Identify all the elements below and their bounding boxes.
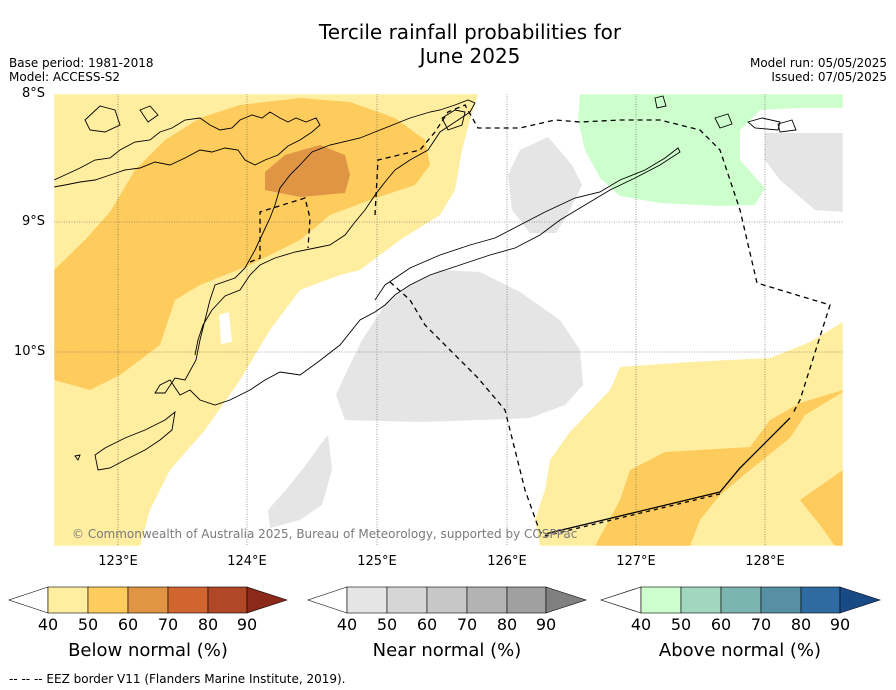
model-run: Model run: 05/05/2025 xyxy=(749,56,887,70)
island-small-1 xyxy=(654,95,667,109)
lon-label-124e: 124°E xyxy=(227,554,267,569)
near-normal-region-north xyxy=(508,137,582,233)
above-tick-50: 50 xyxy=(670,615,692,634)
lon-label-123e: 123°E xyxy=(98,554,138,569)
below-arrow-max xyxy=(246,586,288,614)
below-normal-60-region-southeast-corner xyxy=(800,470,843,546)
above-tick-70: 70 xyxy=(750,615,772,634)
map-title: Tercile rainfall probabilities for June … xyxy=(0,20,896,68)
above-tick-40: 40 xyxy=(630,615,652,634)
title-line-2: June 2025 xyxy=(419,44,521,68)
lon-label-126e: 126°E xyxy=(487,554,527,569)
lat-label-9s: 9°S xyxy=(22,214,46,229)
below-tick-80: 80 xyxy=(197,615,219,634)
above-tick-90: 90 xyxy=(829,615,851,634)
below-tick-70: 70 xyxy=(157,615,179,634)
map-frame xyxy=(53,93,844,547)
copyright-notice: © Commonwealth of Australia 2025, Bureau… xyxy=(72,527,578,541)
below-swatch-50 xyxy=(47,586,89,614)
colorbar-title-above: Above normal (%) xyxy=(658,640,822,661)
near-arrow-min xyxy=(307,586,348,614)
above-arrow-max xyxy=(839,586,881,614)
lat-label-8s: 8°S xyxy=(22,86,46,101)
below-tick-40: 40 xyxy=(37,615,59,634)
island-small-4 xyxy=(777,119,797,133)
probability-fields xyxy=(54,94,843,546)
coastlines xyxy=(54,95,797,471)
below-swatch-90 xyxy=(207,586,248,614)
near-normal-region-east xyxy=(765,133,843,212)
colorbar-near-normal xyxy=(307,586,587,614)
island-small-2 xyxy=(714,113,733,129)
solid-border-dash-overlay xyxy=(544,493,721,537)
meta-left: Base period: 1981-2018 Model: ACCESS-S2 xyxy=(9,56,154,84)
below-normal-70-region-core xyxy=(265,145,350,197)
above-tick-80: 80 xyxy=(790,615,812,634)
lon-label-128e: 128°E xyxy=(745,554,785,569)
near-normal-region-south xyxy=(268,435,332,528)
above-normal-50-region xyxy=(578,94,843,206)
near-tick-70: 70 xyxy=(456,615,478,634)
above-swatch-90 xyxy=(800,586,841,614)
near-tick-90: 90 xyxy=(535,615,557,634)
colorbar-below-normal xyxy=(8,586,288,614)
below-swatch-70 xyxy=(127,586,169,614)
below-tick-90: 90 xyxy=(236,615,258,634)
issued-date: Issued: 07/05/2025 xyxy=(771,70,887,84)
colorbar-title-near: Near normal (%) xyxy=(372,640,522,661)
eez-border-note: -- -- -- EEZ border V11 (Flanders Marine… xyxy=(9,672,346,686)
above-swatch-70 xyxy=(720,586,762,614)
gridlines xyxy=(54,94,843,546)
no-dominant-hole xyxy=(219,312,232,344)
colorbar-above-normal xyxy=(600,586,881,614)
flores-coastline xyxy=(54,111,321,188)
near-swatch-60 xyxy=(386,586,428,614)
near-arrow-max xyxy=(545,586,587,614)
lat-label-10s: 10°S xyxy=(14,344,46,359)
above-arrow-min xyxy=(600,586,642,614)
near-tick-40: 40 xyxy=(336,615,358,634)
island-pantar xyxy=(139,105,159,123)
island-small-3 xyxy=(747,117,781,131)
colorbars xyxy=(8,586,881,614)
near-swatch-90 xyxy=(506,586,547,614)
meta-right: Model run: 05/05/2025 Issued: 07/05/2025 xyxy=(750,56,887,84)
below-normal-50-region-southeast xyxy=(535,322,843,546)
near-swatch-70 xyxy=(426,586,468,614)
near-tick-60: 60 xyxy=(416,615,438,634)
near-swatch-50 xyxy=(346,586,388,614)
above-tick-60: 60 xyxy=(710,615,732,634)
near-swatch-80 xyxy=(466,586,508,614)
title-line-1: Tercile rainfall probabilities for xyxy=(318,20,622,44)
lon-label-125e: 125°E xyxy=(357,554,397,569)
colorbar-title-below: Below normal (%) xyxy=(68,640,228,661)
lon-label-127e: 127°E xyxy=(616,554,656,569)
near-normal-region-central xyxy=(336,270,583,422)
timor-coastline xyxy=(154,99,681,406)
solid-border xyxy=(544,417,791,535)
below-swatch-80 xyxy=(167,586,209,614)
above-swatch-80 xyxy=(760,586,802,614)
eez-borders xyxy=(249,104,831,537)
near-tick-80: 80 xyxy=(496,615,518,634)
above-swatch-60 xyxy=(680,586,722,614)
island-wetar xyxy=(441,109,466,131)
below-tick-50: 50 xyxy=(77,615,99,634)
model-name: Model: ACCESS-S2 xyxy=(9,70,121,84)
base-period: Base period: 1981-2018 xyxy=(9,56,154,70)
below-arrow-min xyxy=(8,586,49,614)
below-tick-60: 60 xyxy=(117,615,139,634)
near-tick-50: 50 xyxy=(376,615,398,634)
island-savu xyxy=(74,454,81,461)
below-swatch-60 xyxy=(87,586,129,614)
above-swatch-50 xyxy=(640,586,682,614)
island-rote xyxy=(94,410,176,471)
island-alor xyxy=(84,105,121,133)
